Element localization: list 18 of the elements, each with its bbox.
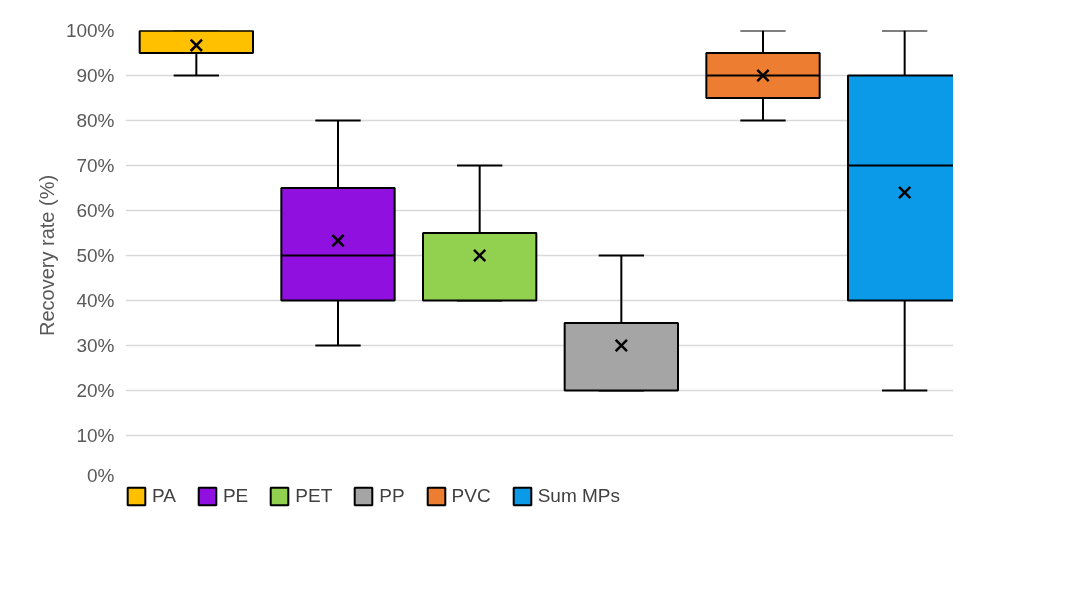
legend-label: PP	[379, 485, 405, 507]
legend-label: Sum MPs	[537, 485, 621, 507]
y-tick-label: 80%	[76, 110, 115, 131]
y-tick-label: 100%	[65, 20, 115, 41]
legend-label: PE	[222, 485, 249, 507]
y-tick-label: 0%	[87, 464, 115, 486]
y-tick-label: 30%	[76, 335, 115, 356]
y-tick-label: 40%	[76, 290, 115, 311]
y-axis-title: Recovery rate (%)	[35, 174, 58, 337]
y-tick-label: 50%	[76, 245, 115, 266]
y-tick-label: 90%	[76, 65, 115, 86]
y-tick-label: 10%	[76, 425, 115, 446]
legend-label: PA	[152, 485, 176, 507]
y-tick-label: 20%	[76, 380, 115, 401]
y-tick-label: 70%	[76, 155, 115, 176]
y-tick-label: 60%	[76, 200, 115, 221]
legend-label: PET	[295, 485, 333, 507]
legend-label: PVC	[451, 485, 491, 507]
